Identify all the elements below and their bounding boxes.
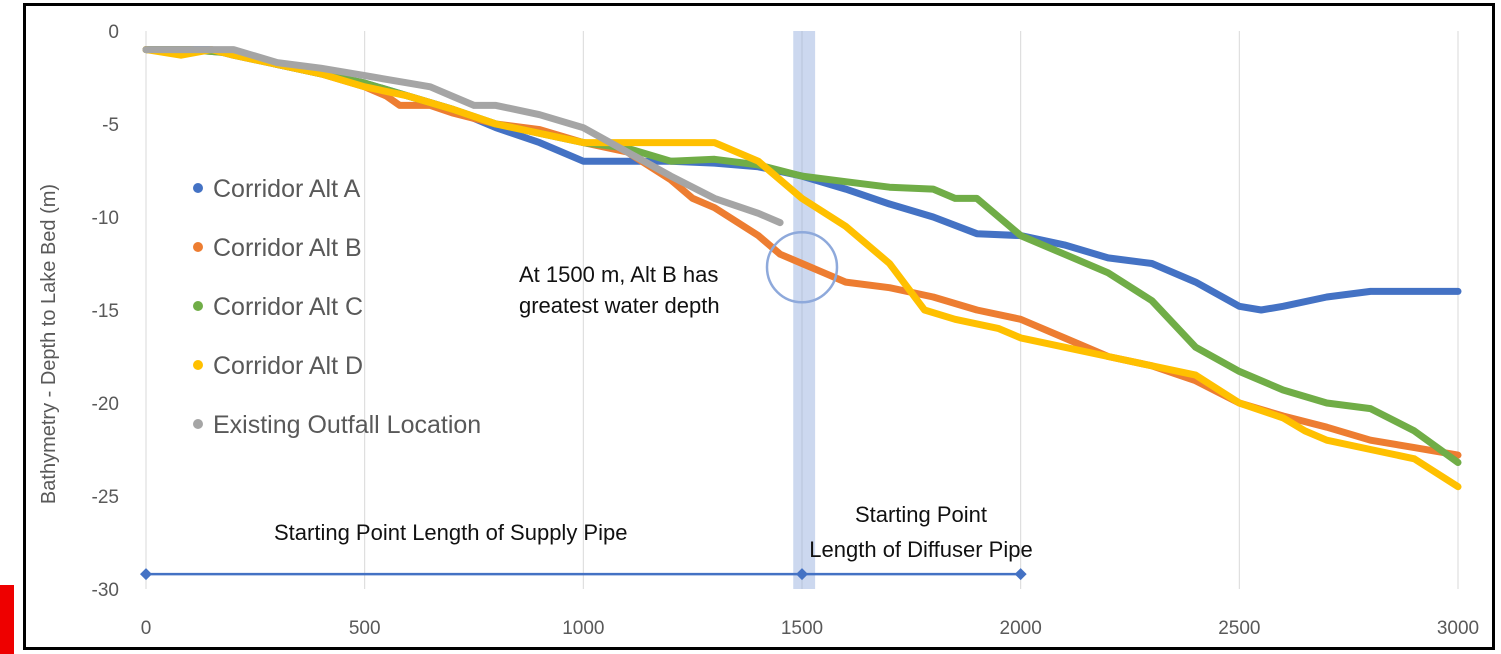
- gridlines: [145, 31, 1459, 589]
- legend: Corridor Alt A Corridor Alt B Corridor Alt…: [193, 175, 481, 439]
- diffuser-label-line-2: Length of Diffuser Pipe: [809, 537, 1032, 562]
- pipe-marker-0: [140, 568, 152, 581]
- y-tick-label-5: -25: [92, 487, 119, 508]
- chart-frame: 0 500 1000 1500 2000 2500 3000 0 -5 -10 -15 -20 -25…: [23, 3, 1495, 650]
- series-lines: [142, 46, 1462, 491]
- pipe-line-group: Starting Point Length of Supply Pipe Sta…: [140, 502, 1033, 581]
- supply-pipe-label: Starting Point Length of Supply Pipe: [274, 520, 627, 545]
- series-line-4: [142, 46, 1462, 491]
- y-axis-title: Bathymetry - Depth to Lake Bed (m): [38, 184, 60, 504]
- highlight-band-group: [793, 31, 816, 589]
- highlight-band: [793, 31, 816, 589]
- y-tick-labels: 0 -5 -10 -15 -20 -25 -30: [92, 22, 119, 601]
- y-tick-label-4: -20: [92, 394, 119, 415]
- legend-label-4: Corridor Alt D: [213, 352, 363, 380]
- legend-label-2: Corridor Alt B: [213, 234, 362, 262]
- x-tick-label-0: 0: [141, 618, 152, 639]
- legend-marker-3: [193, 301, 203, 311]
- annotation-group: At 1500 m, Alt B has greatest water dept…: [519, 262, 720, 318]
- red-edge-marker: [0, 585, 14, 654]
- annotation-line-2: greatest water depth: [519, 293, 720, 318]
- pipe-marker-1: [796, 568, 808, 581]
- x-tick-labels: 0 500 1000 1500 2000 2500 3000: [141, 618, 1479, 639]
- y-tick-label-6: -30: [92, 580, 119, 601]
- legend-marker-1: [193, 183, 203, 193]
- x-tick-label-4: 2000: [1000, 618, 1042, 639]
- x-tick-label-5: 2500: [1218, 618, 1260, 639]
- series-line-2: [142, 46, 1462, 459]
- y-tick-label-2: -10: [92, 208, 119, 229]
- legend-label-3: Corridor Alt C: [213, 293, 363, 321]
- legend-marker-2: [193, 242, 203, 252]
- x-tick-label-6: 3000: [1437, 618, 1479, 639]
- y-tick-label-3: -15: [92, 301, 119, 322]
- y-tick-label-1: -5: [102, 115, 119, 136]
- annotation-line-1: At 1500 m, Alt B has: [519, 262, 718, 287]
- x-tick-label-3: 1500: [781, 618, 823, 639]
- pipe-marker-2: [1014, 568, 1027, 581]
- legend-marker-4: [193, 360, 203, 370]
- legend-label-1: Corridor Alt A: [213, 175, 361, 203]
- x-tick-label-1: 500: [349, 618, 381, 639]
- legend-label-5: Existing Outfall Location: [213, 411, 481, 439]
- bathymetry-chart: 0 500 1000 1500 2000 2500 3000 0 -5 -10 -15 -20 -25…: [38, 22, 1479, 639]
- legend-marker-5: [193, 419, 203, 429]
- y-tick-label-0: 0: [108, 22, 119, 43]
- diffuser-label-line-1: Starting Point: [855, 502, 987, 527]
- series-line-5: [142, 46, 784, 227]
- highlight-circle: [765, 230, 839, 304]
- x-tick-label-2: 1000: [562, 618, 604, 639]
